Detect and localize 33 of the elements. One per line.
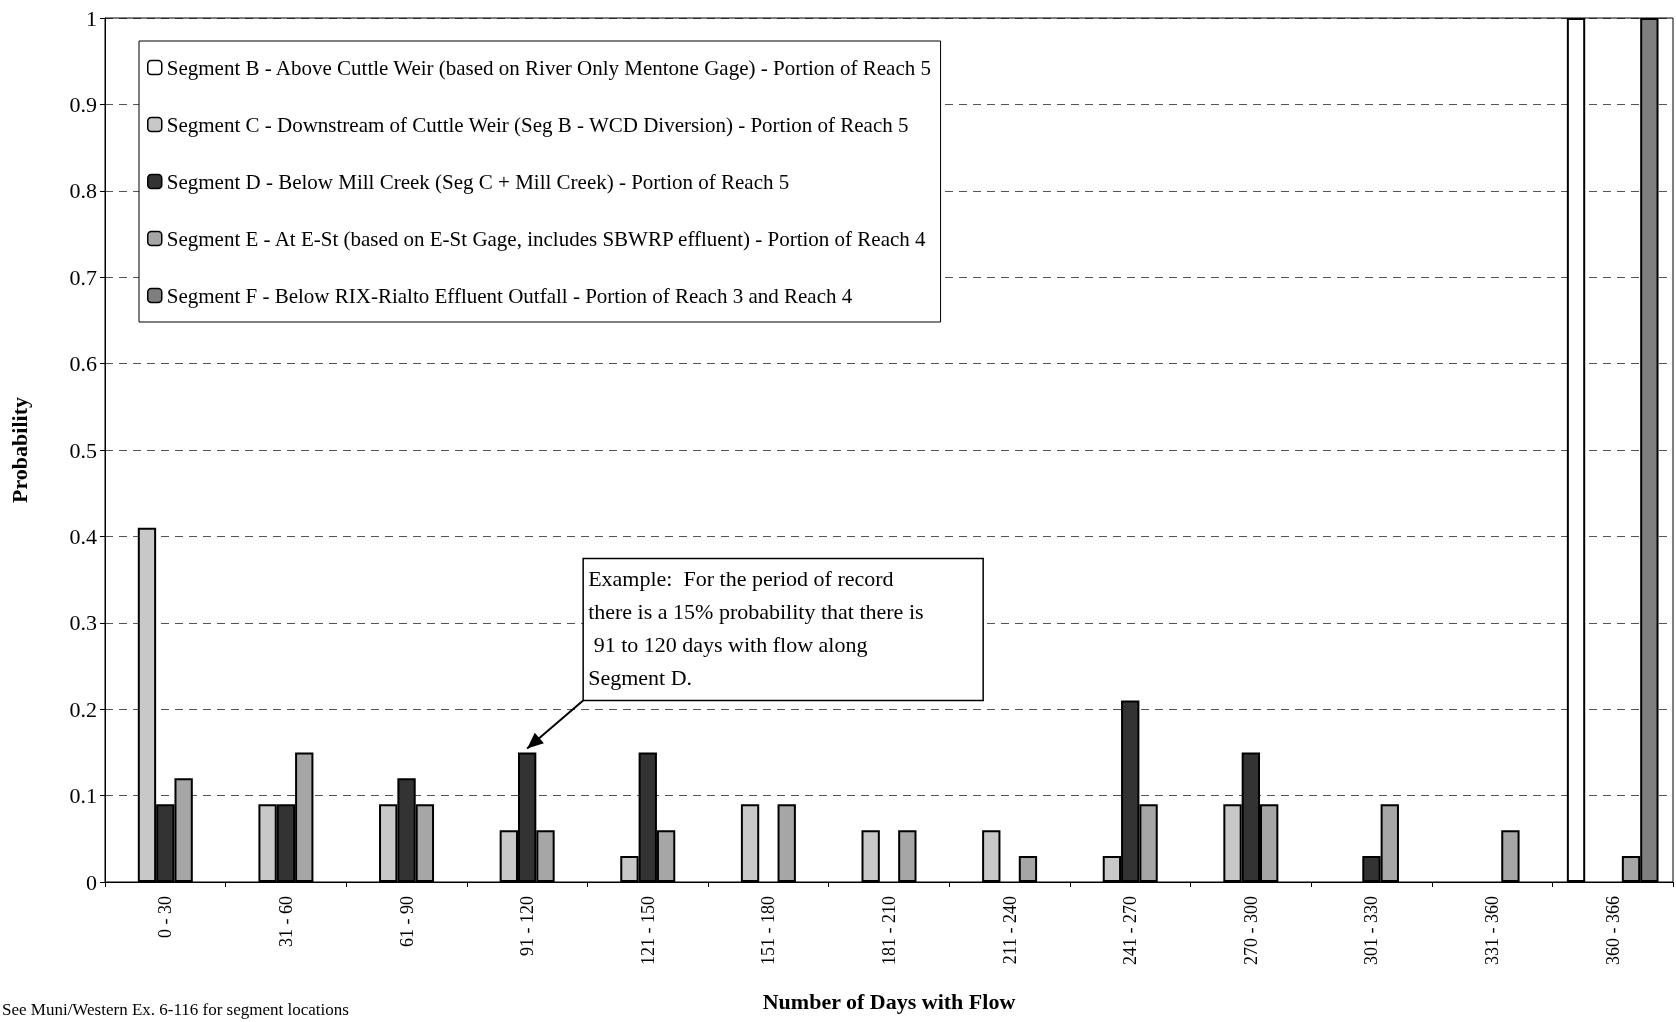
y-tick-label: 0.1 [69, 783, 97, 809]
x-tick-label: 121 - 150 [637, 896, 658, 965]
annotation: Example: For the period of record there is a 15% probability that there is 91 to 120 days with flow along Segment D. [588, 566, 924, 691]
y-tick-label: 0.7 [69, 264, 97, 290]
legend-label: Segment E - At E-St (based on E-St Gage, includes SBWRP effluent) - Portion of Reach 4 [166, 226, 927, 251]
y-tick-label: 0.4 [69, 523, 97, 549]
x-tick-label: 301 - 330 [1361, 896, 1382, 965]
x-tick-label: 331 - 360 [1482, 896, 1503, 965]
legend-label: Segment C - Downstream of Cuttle Weir (Seg B - WCD Diversion) - Portion of Reach 5 [166, 112, 909, 137]
text: See Muni/Western Ex. 6-116 for segment locations [2, 1000, 349, 1019]
y-tick-label: 0.2 [69, 696, 97, 722]
x-tick-label: 181 - 210 [879, 896, 899, 965]
x-axis-title: Number of Days with Flow [762, 988, 1016, 1014]
legend-label: Segment B - Above Cuttle Weir (based on River Only Mentone Gage) - Portion of Reach 5 [166, 55, 932, 80]
legend-label: Segment F - Below RIX-Rialto Effluent Outfall - Portion of Reach 3 and Reach 4 [166, 283, 853, 308]
y-tick-label: 0.6 [69, 351, 97, 377]
legend-label: Segment D - Below Mill Creek (Seg C + Mill Creek) - Portion of Reach 5 [166, 169, 790, 194]
x-tick-label: 360 - 366 [1602, 896, 1623, 965]
x-tick-label: 270 - 300 [1240, 896, 1261, 965]
x-tick-label: 211 - 240 [999, 896, 1020, 965]
x-tick-label: 31 - 60 [275, 896, 296, 947]
y-tick-label: 0.9 [69, 91, 97, 117]
x-tick-label: 151 - 180 [758, 896, 779, 965]
x-tick-label: 61 - 90 [396, 896, 417, 947]
y-axis-title: Probability [6, 397, 32, 503]
x-tick-label: 0 - 30 [155, 896, 176, 938]
y-tick-label: 0.5 [69, 437, 97, 463]
x-tick-label: 91 - 120 [517, 896, 538, 956]
y-tick-label: 1 [86, 5, 97, 31]
y-tick-label: 0 [86, 869, 97, 895]
y-tick-label: 0.3 [69, 610, 97, 636]
y-tick-label: 0.8 [69, 178, 97, 204]
x-tick-label: 241 - 270 [1120, 896, 1141, 965]
